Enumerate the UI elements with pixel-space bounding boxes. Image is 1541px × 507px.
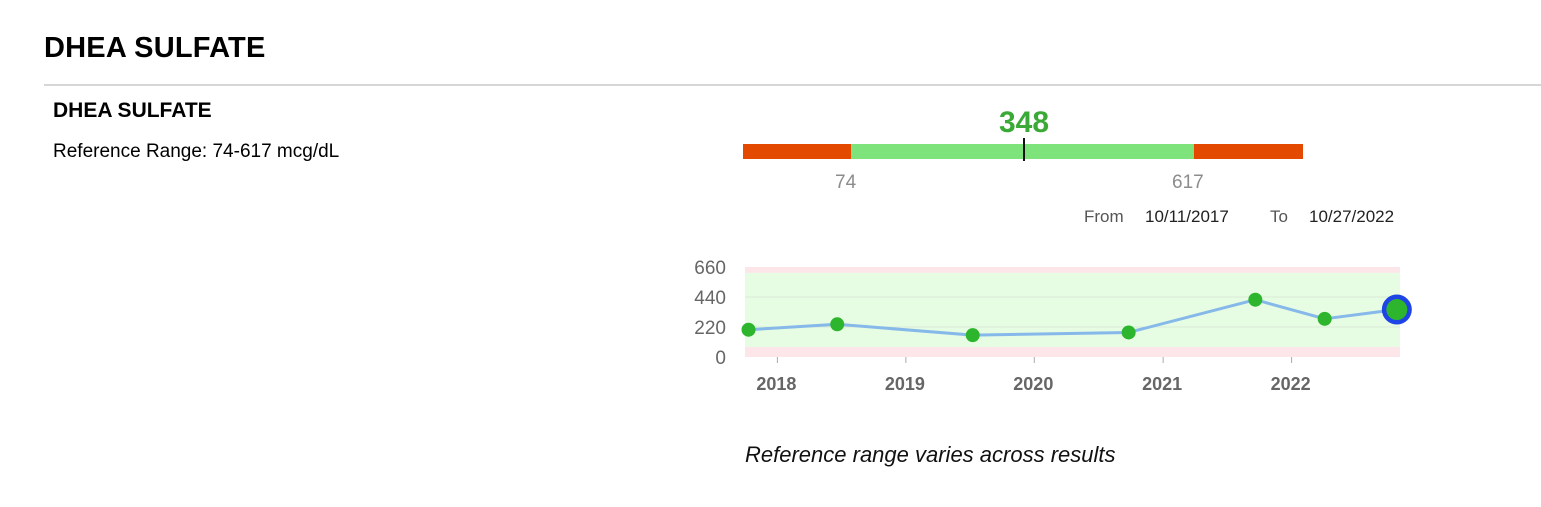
test-name: DHEA SULFATE — [53, 99, 212, 122]
data-point — [830, 317, 845, 332]
x-tick-label: 2022 — [1271, 374, 1311, 394]
reference-range-note: Reference range varies across results — [745, 442, 1116, 467]
data-point — [1121, 325, 1136, 340]
y-tick-label: 0 — [715, 348, 726, 369]
range-gauge-low-segment — [743, 144, 851, 159]
current-value: 348 — [998, 106, 1050, 139]
data-point — [965, 328, 980, 343]
from-label: From — [1084, 207, 1124, 226]
x-tick-label: 2019 — [885, 374, 925, 394]
reference-range-text: Reference Range: 74-617 mcg/dL — [53, 141, 340, 162]
data-point — [741, 322, 756, 337]
x-tick-label: 2020 — [1013, 374, 1053, 394]
range-low-label: 74 — [835, 172, 857, 193]
range-high-label: 617 — [1172, 172, 1204, 193]
current-value-marker — [1023, 138, 1025, 161]
y-tick-label: 660 — [694, 258, 726, 279]
x-tick-label: 2021 — [1142, 374, 1182, 394]
y-tick-label: 440 — [694, 288, 726, 309]
normal-band — [745, 272, 1400, 347]
data-point — [1317, 311, 1332, 326]
data-point — [1248, 292, 1263, 307]
to-date[interactable]: 10/27/2022 — [1309, 207, 1395, 226]
trend-chart: 660 440 220 0 2018 2019 2020 2021 2022 — [694, 258, 1412, 394]
range-gauge-high-segment — [1194, 144, 1303, 159]
title-divider — [44, 84, 1541, 86]
range-gauge-normal-segment — [851, 144, 1194, 159]
x-tick-label: 2018 — [756, 374, 796, 394]
from-date[interactable]: 10/11/2017 — [1145, 207, 1229, 226]
to-label: To — [1270, 207, 1288, 226]
y-tick-label: 220 — [694, 318, 726, 339]
page-title: DHEA SULFATE — [44, 32, 266, 64]
range-gauge-bar — [743, 144, 1303, 159]
latest-data-point — [1386, 299, 1408, 321]
